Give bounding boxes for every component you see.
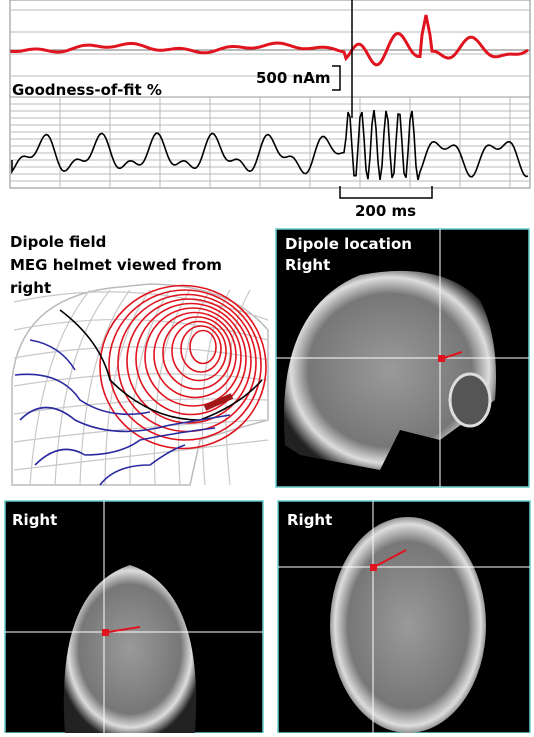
- decoration: [189, 329, 217, 365]
- amplitude-scale: 500 nAm: [256, 69, 330, 87]
- mri-coronal: Right: [4, 500, 264, 734]
- decoration: [108, 289, 262, 441]
- panel-title: Dipole location: [285, 235, 412, 253]
- decoration: [13, 398, 269, 415]
- field-title: MEG helmet viewed from: [10, 256, 222, 274]
- trace-frame: [9, 0, 531, 189]
- trace-grid: [10, 9, 530, 188]
- decoration: [153, 311, 237, 399]
- mri-axial: Right: [277, 500, 531, 734]
- field-title: Dipole field: [10, 233, 106, 251]
- trace-panel: 500 nAm Goodness-of-fit %: [9, 0, 531, 189]
- panel-title: Right: [287, 511, 332, 529]
- decoration: [162, 316, 232, 390]
- decoration: [13, 439, 269, 471]
- panel-title: Right: [285, 256, 330, 274]
- time-bar: [339, 186, 433, 199]
- decoration: [135, 302, 247, 416]
- time-scale: 200 ms: [355, 202, 416, 220]
- decoration: [99, 284, 267, 450]
- decoration: [13, 318, 269, 341]
- goodness-label: Goodness-of-fit %: [12, 81, 162, 99]
- field-title: right: [10, 279, 51, 297]
- mri-sagittal: Dipole location Right: [275, 228, 530, 488]
- goodness-trace: [11, 109, 529, 181]
- panel-title: Right: [12, 511, 57, 529]
- decoration: [126, 298, 252, 424]
- dipole-moment-trace: [10, 14, 529, 67]
- decoration: [171, 320, 227, 382]
- decoration: [29, 289, 91, 486]
- decoration: [13, 373, 269, 387]
- decoration: [54, 289, 111, 486]
- decoration: [180, 325, 222, 373]
- decoration: [178, 289, 211, 486]
- decoration: [144, 307, 242, 407]
- amplitude-bar: [332, 65, 341, 91]
- helmet: [11, 283, 269, 486]
